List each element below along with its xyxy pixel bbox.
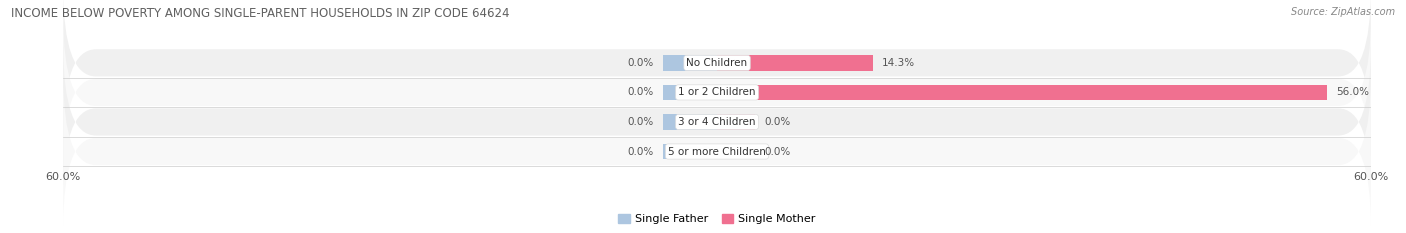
Text: 0.0%: 0.0% <box>627 147 654 157</box>
Text: 56.0%: 56.0% <box>1336 87 1369 97</box>
Text: Source: ZipAtlas.com: Source: ZipAtlas.com <box>1291 7 1395 17</box>
Legend: Single Father, Single Mother: Single Father, Single Mother <box>614 210 820 229</box>
Bar <box>662 144 717 159</box>
Bar <box>662 55 717 71</box>
Text: 0.0%: 0.0% <box>627 58 654 68</box>
Bar <box>717 114 755 130</box>
Bar <box>662 85 717 100</box>
Bar <box>717 55 873 71</box>
Text: 1 or 2 Children: 1 or 2 Children <box>678 87 756 97</box>
Text: 0.0%: 0.0% <box>763 147 790 157</box>
Text: 14.3%: 14.3% <box>882 58 915 68</box>
Text: 3 or 4 Children: 3 or 4 Children <box>678 117 756 127</box>
Text: No Children: No Children <box>686 58 748 68</box>
FancyBboxPatch shape <box>63 76 1371 226</box>
FancyBboxPatch shape <box>63 47 1371 197</box>
Text: 5 or more Children: 5 or more Children <box>668 147 766 157</box>
Text: 0.0%: 0.0% <box>763 117 790 127</box>
FancyBboxPatch shape <box>63 0 1371 138</box>
Bar <box>717 85 1327 100</box>
Bar <box>717 144 755 159</box>
FancyBboxPatch shape <box>63 17 1371 168</box>
Text: 0.0%: 0.0% <box>627 87 654 97</box>
Bar <box>662 114 717 130</box>
Text: INCOME BELOW POVERTY AMONG SINGLE-PARENT HOUSEHOLDS IN ZIP CODE 64624: INCOME BELOW POVERTY AMONG SINGLE-PARENT… <box>11 7 510 20</box>
Text: 0.0%: 0.0% <box>627 117 654 127</box>
